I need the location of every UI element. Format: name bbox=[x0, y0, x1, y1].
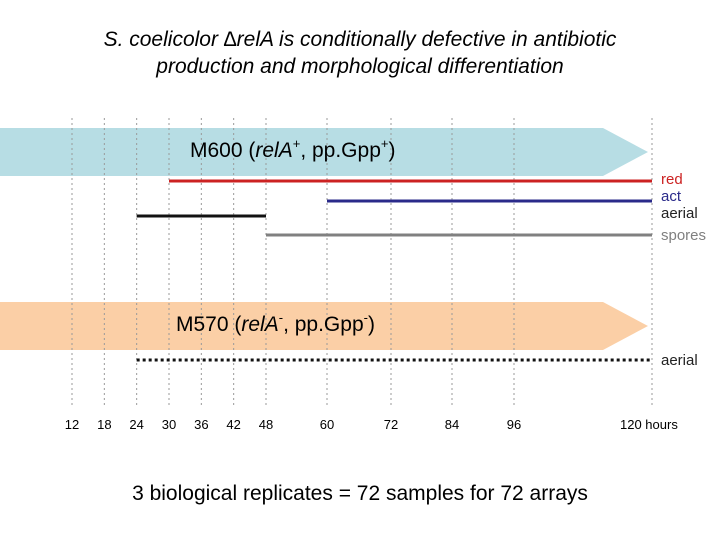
m600-strain-arrow bbox=[0, 128, 648, 176]
tick-label-42: 42 bbox=[226, 417, 241, 432]
footer-note: 3 biological replicates = 72 samples for… bbox=[132, 482, 588, 505]
tick-label-120: 120 hours bbox=[620, 417, 678, 432]
m570-strain-label: M570 (relA-, pp.Gpp-) bbox=[176, 310, 375, 336]
legend-act: act bbox=[661, 188, 682, 205]
title-line-1: S. coelicolor ∆relA is conditionally def… bbox=[103, 28, 617, 51]
tick-label-72: 72 bbox=[383, 417, 399, 432]
legend-red: red bbox=[661, 171, 683, 188]
legend-aerial: aerial bbox=[661, 205, 698, 222]
tick-label-48: 48 bbox=[258, 417, 274, 432]
m570-strain-arrow bbox=[0, 302, 648, 350]
legend-spores: spores bbox=[661, 227, 707, 244]
tick-label-24: 24 bbox=[129, 417, 144, 432]
tick-label-36: 36 bbox=[194, 417, 209, 432]
tick-label-12: 12 bbox=[64, 417, 80, 432]
slide-title: S. coelicolor ∆relA is conditionally def… bbox=[0, 26, 720, 80]
tick-label-96: 96 bbox=[506, 417, 522, 432]
title-line-2: production and morphological differentia… bbox=[156, 55, 564, 78]
tick-label-30: 30 bbox=[161, 417, 177, 432]
tick-label-18: 18 bbox=[97, 417, 112, 432]
m600-strain-label: M600 (relA+, pp.Gpp+) bbox=[190, 136, 396, 162]
tick-label-60: 60 bbox=[319, 417, 335, 432]
legend-m570-aerial: aerial bbox=[661, 352, 698, 369]
phenotype-tracks bbox=[136, 179, 652, 362]
tick-label-84: 84 bbox=[444, 417, 460, 432]
